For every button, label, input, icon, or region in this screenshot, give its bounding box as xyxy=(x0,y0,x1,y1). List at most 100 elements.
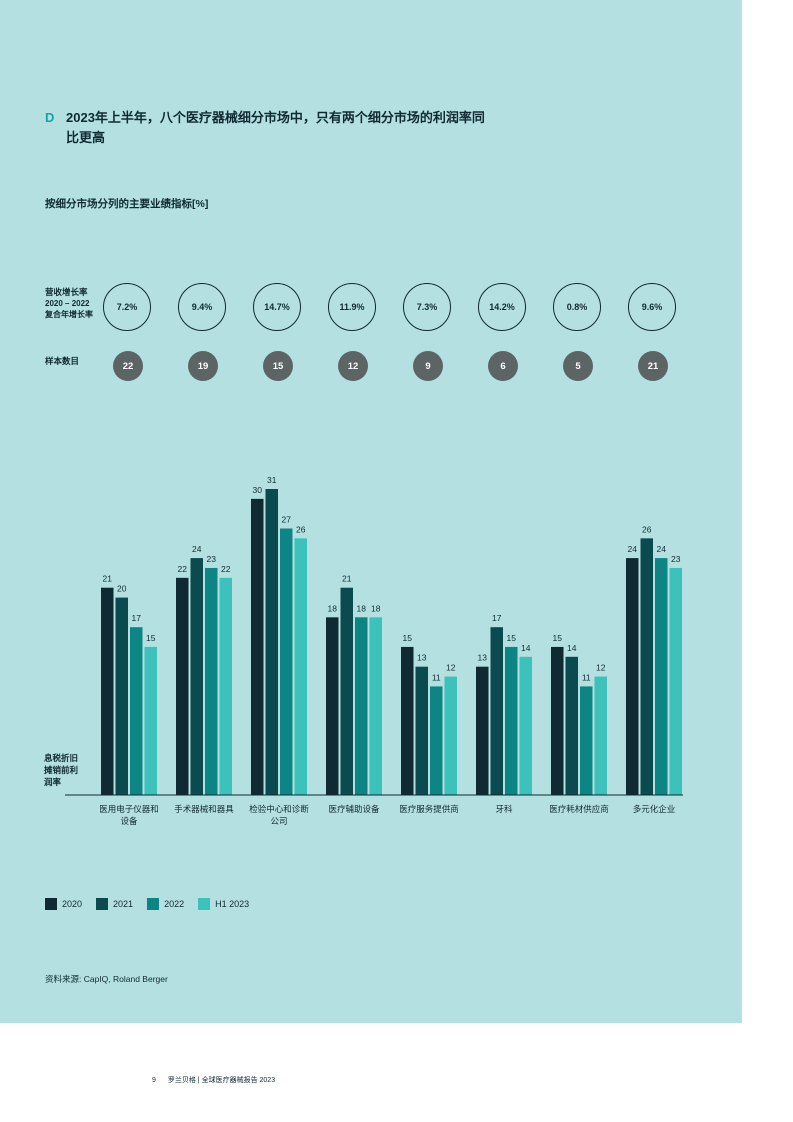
bar xyxy=(130,627,143,795)
category-label: 医疗服务提供商 xyxy=(399,804,459,815)
bar xyxy=(476,666,489,795)
bar xyxy=(265,489,278,795)
growth-rate-circle: 0.8% xyxy=(553,283,601,331)
category-label: 牙科 xyxy=(495,804,513,815)
section-title-line-2: 比更高 xyxy=(66,130,106,145)
category-label: 医疗辅助设备 xyxy=(328,804,380,815)
sample-count-badge: 22 xyxy=(113,351,143,381)
bar xyxy=(565,656,578,795)
page-number: 9 xyxy=(152,1077,156,1084)
legend-swatch xyxy=(45,898,57,910)
growth-rate-circle: 14.7% xyxy=(253,283,301,331)
y-label-line-1: 息税折旧 xyxy=(44,753,79,763)
source-note: 资料来源: CapIQ, Roland Berger xyxy=(45,974,168,984)
report-panel: D 2023年上半年，八个医疗器械细分市场中，只有两个细分市场的利润率同 比更高… xyxy=(0,0,742,1023)
legend-swatch xyxy=(96,898,109,910)
data-label: 15 xyxy=(146,633,156,643)
data-label: 22 xyxy=(178,564,188,574)
bar xyxy=(415,666,428,795)
data-label: 22 xyxy=(221,564,231,574)
legend-label: H1 2023 xyxy=(215,899,250,909)
bar xyxy=(340,587,353,795)
data-label: 12 xyxy=(596,663,606,673)
bar xyxy=(580,686,593,795)
bar xyxy=(101,587,114,795)
bar xyxy=(251,498,264,795)
data-label: 24 xyxy=(192,544,202,554)
category-label: 医疗耗材供应商 xyxy=(549,804,609,815)
sample-count-badge: 12 xyxy=(338,351,368,381)
legend-swatch xyxy=(147,898,160,910)
data-label: 17 xyxy=(492,613,502,623)
bar xyxy=(326,617,339,795)
data-label: 24 xyxy=(657,544,667,554)
data-label: 14 xyxy=(521,643,531,653)
bar xyxy=(205,567,218,795)
data-label: 13 xyxy=(478,653,488,663)
bar xyxy=(519,656,532,795)
sample-count-badge: 6 xyxy=(488,351,518,381)
data-label: 21 xyxy=(103,574,113,584)
bar xyxy=(401,646,414,795)
data-label: 27 xyxy=(282,514,292,524)
growth-rate-circle: 7.3% xyxy=(403,283,451,331)
bar xyxy=(640,538,653,795)
data-label: 14 xyxy=(567,643,577,653)
data-label: 13 xyxy=(417,653,427,663)
page-footer: 9 罗兰贝格 | 全球医疗器械报告 2023 xyxy=(152,1075,275,1085)
bar xyxy=(551,646,564,795)
section-title: 2023年上半年，八个医疗器械细分市场中，只有两个细分市场的利润率同 比更高 xyxy=(66,108,506,148)
sample-count-badge: 19 xyxy=(188,351,218,381)
legend-label: 2020 xyxy=(62,899,83,909)
category-label: 手术器械和器具 xyxy=(174,804,234,815)
growth-label-line-3: 复合年增长率 xyxy=(45,310,93,319)
data-label: 31 xyxy=(267,475,277,485)
data-label: 18 xyxy=(357,603,367,613)
data-label: 18 xyxy=(371,603,381,613)
legend-item: 2022 xyxy=(147,898,184,910)
bar xyxy=(115,597,128,795)
chart-subtitle: 按细分市场分列的主要业绩指标[%] xyxy=(45,198,209,210)
data-label: 15 xyxy=(507,633,517,643)
legend-item: 2020 xyxy=(45,898,82,910)
section-title-line-1: 2023年上半年，八个医疗器械细分市场中，只有两个细分市场的利润率同 xyxy=(66,110,485,125)
data-label: 23 xyxy=(207,554,217,564)
bar xyxy=(430,686,443,795)
legend-item: 2021 xyxy=(96,898,133,910)
bar xyxy=(144,646,157,795)
growth-rate-circle: 9.6% xyxy=(628,283,676,331)
sample-count-badge: 5 xyxy=(563,351,593,381)
data-label: 20 xyxy=(117,584,127,594)
bar xyxy=(355,617,368,795)
legend-label: 2021 xyxy=(113,899,134,909)
growth-label-line-1: 营收增长率 xyxy=(45,287,88,297)
data-label: 15 xyxy=(553,633,563,643)
section-letter: D xyxy=(45,110,55,125)
data-label: 21 xyxy=(342,574,352,584)
data-label: 12 xyxy=(446,663,456,673)
growth-rate-label: 营收增长率 2020 – 2022 复合年增长率 xyxy=(45,287,93,320)
growth-rate-circle: 9.4% xyxy=(178,283,226,331)
y-label-line-2: 摊销前利 xyxy=(44,765,79,775)
bar xyxy=(490,627,503,795)
bar xyxy=(594,676,607,795)
data-label: 17 xyxy=(132,613,142,623)
bar xyxy=(626,558,639,795)
bar xyxy=(219,577,232,795)
bar xyxy=(369,617,382,795)
sample-count-badge: 15 xyxy=(263,351,293,381)
bar xyxy=(444,676,457,795)
growth-rate-circle: 11.9% xyxy=(328,283,376,331)
category-label: 医用电子仪器和设备 xyxy=(99,804,159,827)
growth-label-line-2: 2020 – 2022 xyxy=(45,299,90,308)
bar xyxy=(669,567,682,795)
bar xyxy=(176,577,189,795)
growth-rate-circle: 14.2% xyxy=(478,283,526,331)
data-label: 23 xyxy=(671,554,681,564)
legend-swatch xyxy=(198,898,211,910)
sample-count-badge: 21 xyxy=(638,351,668,381)
bar xyxy=(655,558,668,795)
chart-legend: 2020 2021 2022 H1 2023 xyxy=(45,898,249,910)
legend-item: H1 2023 xyxy=(198,898,249,910)
data-label: 11 xyxy=(582,672,591,682)
